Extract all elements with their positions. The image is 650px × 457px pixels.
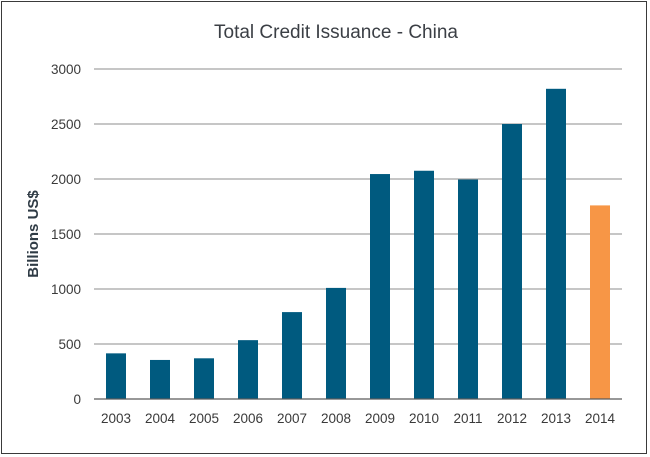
bar bbox=[370, 174, 390, 399]
bar bbox=[238, 340, 258, 399]
x-tick-label: 2011 bbox=[453, 411, 482, 426]
bar bbox=[590, 205, 610, 399]
y-tick-labels: 0 500 1000 1500 2000 2500 3000 bbox=[51, 62, 81, 407]
x-tick-label: 2006 bbox=[233, 411, 263, 426]
x-tick-label: 2012 bbox=[497, 411, 527, 426]
x-tick-label: 2003 bbox=[101, 411, 131, 426]
x-tick-label: 2014 bbox=[585, 411, 616, 426]
bar bbox=[150, 359, 170, 399]
bar bbox=[194, 358, 214, 399]
x-tick-labels: 2003 2004 2005 2006 2007 2008 2009 2010 2011 2012… bbox=[101, 411, 616, 426]
bar bbox=[106, 353, 126, 399]
y-axis-label: Billions US$ bbox=[25, 190, 42, 278]
x-tick-label: 2004 bbox=[145, 411, 176, 426]
x-tick-label: 2009 bbox=[365, 411, 395, 426]
bars bbox=[106, 88, 610, 400]
x-tick-label: 2007 bbox=[277, 411, 307, 426]
bar bbox=[458, 179, 478, 399]
y-tick-label: 2500 bbox=[51, 117, 81, 132]
y-tick-label: 0 bbox=[73, 392, 81, 407]
bar bbox=[282, 312, 302, 399]
bar bbox=[414, 170, 434, 399]
gridlines bbox=[94, 68, 622, 345]
y-tick-label: 3000 bbox=[51, 62, 81, 77]
x-tick-label: 2005 bbox=[189, 411, 219, 426]
y-tick-label: 2000 bbox=[51, 172, 81, 187]
bar bbox=[546, 88, 566, 400]
x-tick-label: 2013 bbox=[541, 411, 571, 426]
x-tick-label: 2008 bbox=[321, 411, 351, 426]
chart-title: Total Credit Issuance - China bbox=[214, 22, 458, 43]
y-tick-label: 1500 bbox=[51, 227, 81, 242]
x-tick-label: 2010 bbox=[409, 411, 439, 426]
y-tick-label: 1000 bbox=[51, 282, 81, 297]
y-tick-label: 500 bbox=[58, 337, 81, 352]
bar bbox=[326, 287, 346, 399]
bar bbox=[502, 124, 522, 399]
